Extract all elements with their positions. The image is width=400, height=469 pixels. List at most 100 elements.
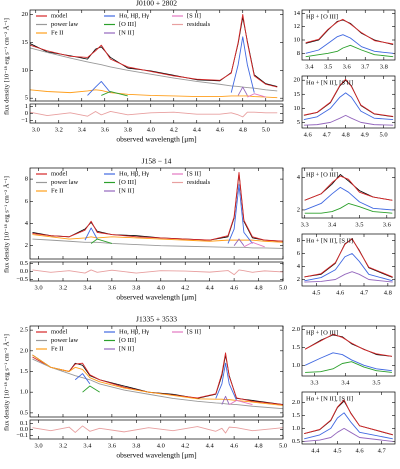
series-line [74, 362, 237, 401]
y-tick-label: 1.5 [292, 412, 300, 419]
y-tick-label: 0.5 [20, 409, 28, 416]
y-tick-label: 20 [294, 77, 301, 84]
plot-frame [29, 103, 284, 124]
x-tick-label: 5.0 [279, 284, 287, 291]
series-line [304, 175, 393, 201]
series-line [303, 92, 394, 121]
x-tick-label: 4.0 [157, 442, 165, 449]
y-tick-label: 15 [294, 91, 301, 98]
x-tick-label: 4.0 [147, 126, 155, 133]
chart-title: J158 − 14 [142, 157, 172, 166]
series-line [233, 238, 245, 246]
x-tick-label: 3.3 [301, 221, 309, 228]
series-line [32, 234, 283, 243]
legend-label: Hα, Hβ, Hγ [119, 170, 149, 177]
y-tick-label: 1.5 [292, 344, 300, 351]
y-tick-label: 0.5 [20, 260, 28, 267]
x-tick-label: 4.2 [181, 442, 189, 449]
y-tick-label: 8 [297, 237, 300, 244]
series-line [305, 18, 394, 45]
y-tick-label: 6 [25, 198, 29, 205]
series-line [32, 354, 283, 405]
series-line [305, 44, 394, 58]
inset-annotation: Hα + [N II], [S II] [306, 395, 353, 402]
series-line [304, 412, 393, 440]
y-tick-label: 12 [294, 23, 301, 30]
series-line [82, 385, 100, 393]
series-line [32, 425, 283, 434]
y-tick-label: 1.0 [292, 362, 300, 369]
x-tick-label: 3.0 [34, 284, 42, 291]
x-tick-label: 3.2 [59, 442, 67, 449]
x-tick-label: 3.0 [34, 442, 42, 449]
legend-label: [N II] [119, 187, 134, 194]
y-tick-label: 6 [297, 250, 301, 257]
y-tick-label: 15 [22, 39, 29, 46]
x-tick-label: 3.4 [305, 63, 314, 70]
plot-frame [29, 419, 284, 440]
series-line [237, 86, 248, 96]
series-line [305, 361, 392, 373]
x-tick-label: 4.7 [323, 131, 332, 138]
series-line [303, 78, 394, 117]
x-tick-label: 4.4 [311, 447, 320, 454]
x-tick-label: 3.8 [380, 63, 388, 70]
x-tick-label: 3.7 [361, 63, 370, 70]
x-tick-label: 4.6 [356, 447, 365, 454]
y-tick-label: 2 [297, 206, 300, 213]
series-line [32, 238, 283, 249]
x-tick-label: 3.6 [108, 284, 117, 291]
plot-frame [29, 261, 284, 282]
series-line [90, 238, 113, 244]
plot-frame [301, 167, 396, 219]
y-axis-label: flux density [10⁻¹⁸ erg s⁻¹ cm⁻² Å⁻¹] [2, 18, 10, 115]
series-line [304, 203, 393, 214]
y-tick-label: 4 [25, 220, 29, 227]
series-line [247, 93, 266, 98]
legend-label: power law [51, 337, 79, 344]
series-line [221, 395, 230, 405]
plot-frame [301, 391, 396, 445]
legend-label: [S II] [187, 170, 201, 177]
x-tick-label: 3.5 [324, 63, 332, 70]
plot-lines [304, 399, 393, 442]
x-tick-label: 3.4 [83, 284, 92, 291]
x-axis-label: observed wavelength [μm] [116, 293, 196, 302]
plot-lines [32, 352, 283, 410]
x-tick-label: 3.4 [83, 442, 92, 449]
x-tick-label: 4.6 [230, 442, 239, 449]
series-line [305, 34, 394, 54]
series-line [304, 333, 392, 357]
series-line [304, 399, 393, 436]
inset-annotation: Hβ + [O III] [306, 171, 338, 178]
plot-lines [32, 425, 283, 434]
legend-label: model [51, 12, 67, 19]
y-tick-label: 2.5 [20, 327, 28, 334]
series-line [30, 47, 278, 92]
x-tick-label: 4.5 [312, 289, 320, 296]
legend-label: residuals [187, 21, 211, 28]
x-tick-label: 4.8 [384, 289, 392, 296]
x-tick-label: 3.0 [32, 126, 40, 133]
x-tick-label: 5.0 [262, 126, 270, 133]
series-line [32, 269, 283, 276]
x-tick-label: 3.4 [328, 221, 337, 228]
y-tick-label: 2 [297, 276, 300, 283]
x-tick-label: 4.2 [170, 126, 178, 133]
y-axis-label: flux density [10⁻¹⁸ erg s⁻¹ cm⁻² Å⁻¹] [2, 176, 10, 273]
inset-annotation: Hα + [N II], [S II] [306, 237, 353, 244]
y-tick-label: 4 [297, 174, 301, 181]
y-tick-label: 8 [25, 176, 28, 183]
legend-label: [O III] [119, 21, 136, 28]
series-line [84, 184, 253, 244]
x-tick-label: 4.4 [193, 126, 202, 133]
y-tick-label: 4 [297, 263, 301, 270]
x-tick-label: 3.6 [343, 63, 352, 70]
y-tick-label: 1 [25, 103, 28, 110]
plot-lines [303, 78, 394, 126]
x-tick-label: 4.8 [239, 126, 247, 133]
y-tick-label: 10 [22, 67, 29, 74]
plot-frame [29, 167, 284, 260]
y-tick-label: 2.0 [292, 326, 300, 333]
y-axis-label: flux density [10⁻¹⁸ erg s⁻¹ cm⁻² Å⁻¹] [2, 334, 10, 431]
